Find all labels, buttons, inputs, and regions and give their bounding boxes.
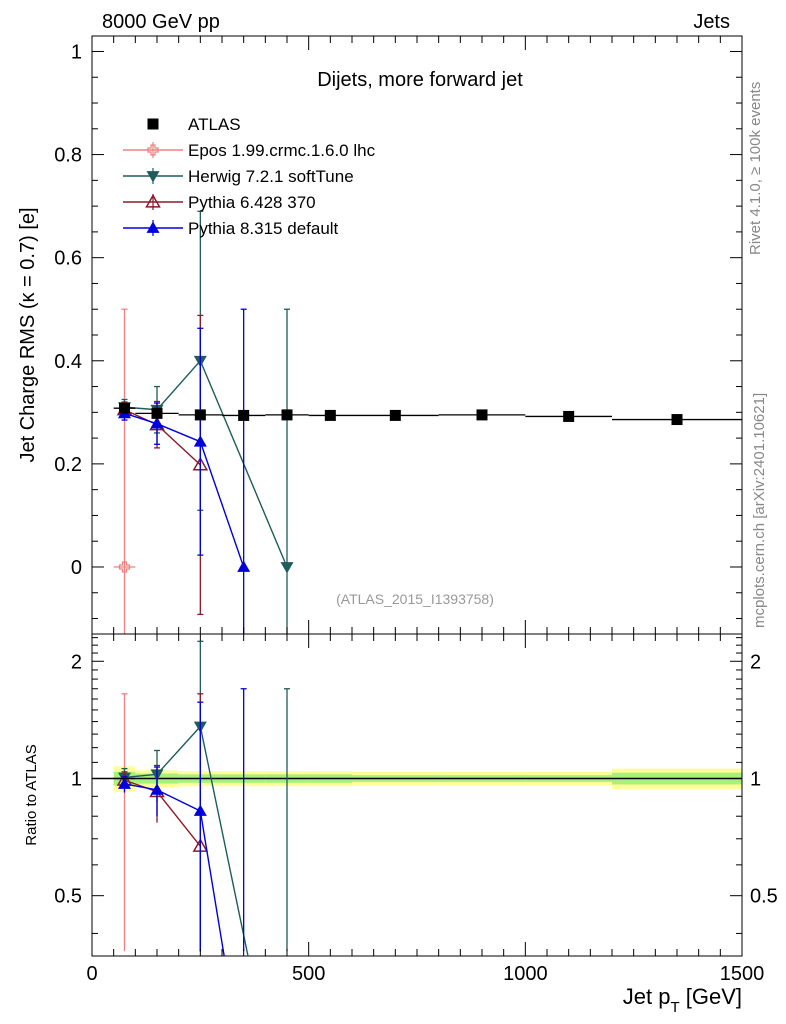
ratio-panel: 0.5 0.5 1 1 2 2 Ratio to ATLAS bbox=[23, 633, 778, 957]
main-y-tick-label: 1 bbox=[71, 41, 82, 63]
data-point bbox=[281, 409, 293, 421]
ratio-series-herwig-7-2-1-softtune bbox=[118, 640, 290, 957]
series-line bbox=[124, 359, 288, 568]
x-tick-label: 500 bbox=[292, 963, 325, 985]
ratio-series-pythia-8-315-default bbox=[118, 688, 247, 957]
analysis-watermark: (ATLAS_2015_I1393758) bbox=[336, 591, 494, 607]
main-y-tick-label: 0.2 bbox=[54, 454, 82, 476]
rivet-label: Rivet 4.1.0, ≥ 100k events bbox=[747, 82, 764, 255]
ratio-line bbox=[156, 726, 201, 775]
ratio-uncertainty-bands bbox=[92, 766, 742, 792]
x-axis-label-subscript: T bbox=[670, 999, 679, 1016]
ratio-y-tick-label: 2 bbox=[71, 651, 82, 673]
ratio-line bbox=[124, 773, 158, 779]
legend-label: Herwig 7.2.1 softTune bbox=[188, 167, 354, 186]
ratio-point bbox=[193, 804, 207, 816]
ratio-series-layer bbox=[113, 640, 290, 957]
ratio-series-pythia-6-428-370 bbox=[116, 693, 209, 952]
chart-title: Dijets, more forward jet bbox=[317, 69, 523, 91]
x-axis-label: Jet pT [GeV] bbox=[623, 984, 742, 1016]
series-herwig-7-2-1-softtune bbox=[118, 210, 294, 634]
legend-marker bbox=[146, 171, 160, 183]
main-y-tick-label: 0.8 bbox=[54, 145, 82, 167]
ratio-y-tick-label-right: 2 bbox=[750, 651, 761, 673]
series-atlas bbox=[113, 402, 742, 426]
ratio-frame bbox=[91, 633, 743, 957]
legend-label: ATLAS bbox=[188, 115, 241, 134]
main-y-tick-label: 0.6 bbox=[54, 248, 82, 270]
data-point bbox=[476, 409, 488, 421]
x-axis: 0 500 1000 1500 bbox=[86, 36, 764, 985]
legend-label: Pythia 8.315 default bbox=[188, 219, 339, 238]
ratio-y-tick-label: 1 bbox=[71, 768, 82, 790]
main-y-axis-label: Jet Charge RMS (κ = 0.7) [e] bbox=[17, 207, 39, 462]
data-point bbox=[194, 409, 206, 421]
ratio-series-epos-1-99-crmc-1-6-0-lhc bbox=[121, 693, 128, 952]
series-epos-1-99-crmc-1-6-0-lhc bbox=[113, 308, 136, 634]
ratio-y-axis: 0.5 0.5 1 1 2 2 bbox=[54, 637, 778, 934]
ratio-y-tick-label-right: 0.5 bbox=[750, 886, 778, 908]
main-series-layer bbox=[113, 210, 742, 634]
legend-marker bbox=[147, 144, 159, 156]
legend-item: Pythia 8.315 default bbox=[123, 219, 339, 238]
data-point bbox=[151, 407, 163, 419]
ratio-y-tick-label-right: 1 bbox=[750, 768, 761, 790]
legend-item: Pythia 6.428 370 bbox=[123, 193, 316, 212]
legend-label: Pythia 6.428 370 bbox=[188, 193, 316, 212]
data-point bbox=[150, 417, 164, 429]
data-point bbox=[119, 402, 130, 414]
data-point bbox=[237, 560, 251, 572]
data-point bbox=[324, 409, 336, 421]
data-point bbox=[193, 435, 207, 447]
energy-label: 8000 GeV pp bbox=[102, 11, 220, 33]
ratio-point bbox=[118, 777, 131, 789]
legend-marker bbox=[147, 118, 159, 130]
x-axis-label-main: Jet p bbox=[623, 984, 671, 1009]
main-y-axis: 0 0.2 0.4 0.6 0.8 1 bbox=[54, 41, 742, 620]
x-axis-label-unit: [GeV] bbox=[680, 984, 742, 1009]
legend: ATLAS Epos 1.99.crmc.1.6.0 lhc Herwig 7.2.… bbox=[123, 115, 376, 238]
main-y-tick-label: 0.4 bbox=[54, 351, 82, 373]
x-tick-label: 0 bbox=[86, 963, 97, 985]
legend-item: Epos 1.99.crmc.1.6.0 lhc bbox=[123, 141, 376, 160]
ratio-line bbox=[199, 726, 249, 957]
data-point bbox=[238, 409, 250, 421]
series-pythia-6-428-370 bbox=[116, 314, 209, 616]
data-point bbox=[563, 410, 575, 422]
main-panel: 00.20.40.60.81 Dijets, more forward jet … bbox=[17, 35, 743, 635]
main-y-tick-label: 0 bbox=[71, 557, 82, 579]
data-point bbox=[671, 414, 683, 426]
ratio-line bbox=[199, 810, 225, 957]
data-point bbox=[280, 562, 294, 574]
category-label: Jets bbox=[693, 11, 730, 33]
data-point bbox=[118, 561, 131, 573]
x-tick-label: 1000 bbox=[503, 963, 548, 985]
legend-marker bbox=[145, 193, 161, 208]
legend-item: Herwig 7.2.1 softTune bbox=[123, 167, 354, 186]
legend-label: Epos 1.99.crmc.1.6.0 lhc bbox=[188, 141, 376, 160]
series-pythia-8-315-default bbox=[118, 308, 251, 634]
mcplots-label: mcplots.cern.ch [arXiv:2401.10621] bbox=[751, 393, 768, 628]
ratio-line bbox=[124, 783, 158, 791]
ratio-line bbox=[156, 791, 201, 847]
ratio-y-axis-label: Ratio to ATLAS bbox=[23, 744, 40, 845]
legend-marker bbox=[146, 221, 160, 233]
data-point bbox=[389, 409, 401, 421]
ratio-line bbox=[156, 789, 201, 812]
ratio-y-tick-label: 0.5 bbox=[54, 886, 82, 908]
legend-item: ATLAS bbox=[147, 115, 241, 134]
x-tick-label: 1500 bbox=[720, 963, 765, 985]
ratio-point bbox=[150, 783, 164, 795]
series-line bbox=[124, 412, 245, 568]
